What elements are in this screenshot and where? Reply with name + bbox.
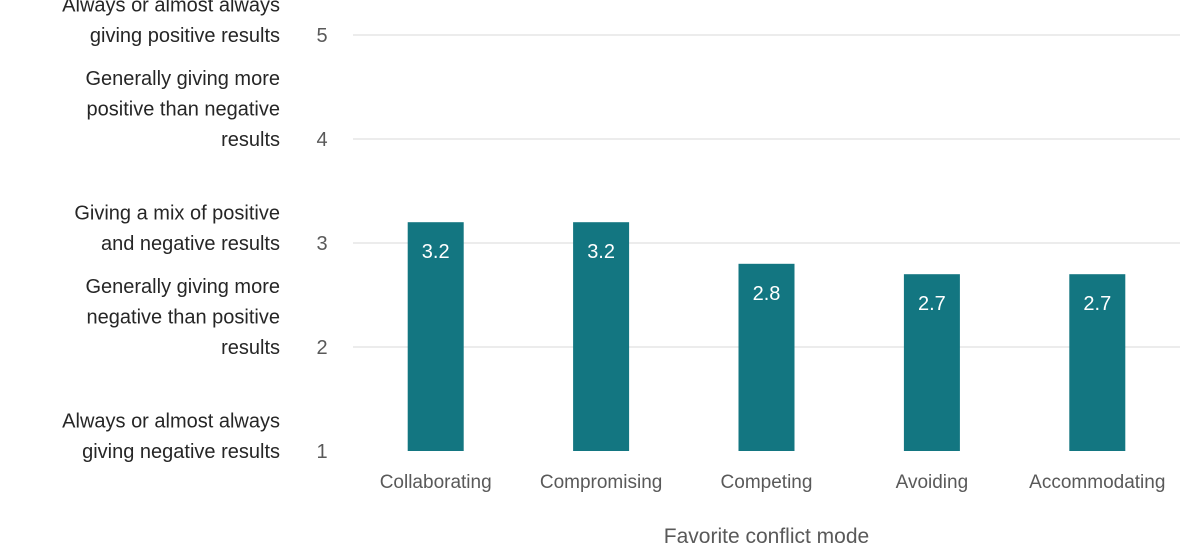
bar	[738, 263, 795, 451]
y-tick-description-line: Generally giving more	[85, 68, 280, 90]
y-tick-label: 1	[316, 441, 327, 463]
y-tick-label: 4	[316, 129, 327, 151]
data-label: 3.2	[587, 241, 615, 263]
y-tick-label: 2	[316, 337, 327, 359]
data-label: 2.7	[918, 293, 946, 315]
y-tick-description-line: giving negative results	[82, 441, 280, 463]
y-tick-description-line: and negative results	[101, 233, 280, 255]
data-label: 2.8	[753, 283, 781, 305]
y-tick-description-line: Giving a mix of positive	[74, 203, 280, 225]
y-tick-description-line: Always or almost always	[62, 0, 280, 17]
x-tick-label: Collaborating	[380, 472, 492, 493]
x-tick-label: Compromising	[540, 472, 662, 493]
x-tick-label: Competing	[721, 472, 813, 493]
y-axis-ticks: 1 2 3 4 5	[316, 25, 327, 463]
y-tick-description-line: giving positive results	[90, 25, 280, 47]
bar	[407, 222, 464, 451]
y-tick-description: Generally giving more negative than posit…	[85, 276, 280, 359]
x-axis-tick-labels: Collaborating Compromising Competing Avoidi…	[380, 472, 1166, 493]
bar	[573, 222, 630, 451]
y-tick-description-line: results	[221, 129, 280, 151]
data-label: 3.2	[422, 241, 450, 263]
y-tick-label: 5	[316, 25, 327, 47]
x-tick-label: Avoiding	[896, 472, 969, 493]
bar	[1069, 274, 1126, 451]
bars	[407, 222, 1126, 451]
y-tick-description-line: Always or almost always	[62, 411, 280, 433]
y-tick-description: Always or almost always giving positive r…	[62, 0, 280, 47]
y-tick-description-line: results	[221, 337, 280, 359]
y-tick-description-line: negative than positive	[87, 307, 280, 329]
y-tick-description: Giving a mix of positive and negative res…	[74, 203, 280, 256]
y-tick-description-line: Generally giving more	[85, 276, 280, 298]
x-axis-title: Favorite conflict mode	[664, 525, 869, 548]
x-tick-label: Accommodating	[1029, 472, 1165, 493]
y-tick-description: Always or almost always giving negative r…	[62, 411, 280, 464]
data-labels: 3.2 3.2 2.8 2.7 2.7	[422, 241, 1111, 315]
bar	[903, 274, 960, 451]
data-label: 2.7	[1083, 293, 1111, 315]
y-tick-description: Generally giving more positive than negat…	[85, 68, 280, 151]
y-axis-descriptions: Always or almost always giving negative r…	[62, 0, 280, 463]
y-tick-description-line: positive than negative	[87, 99, 280, 121]
y-tick-label: 3	[316, 233, 327, 255]
